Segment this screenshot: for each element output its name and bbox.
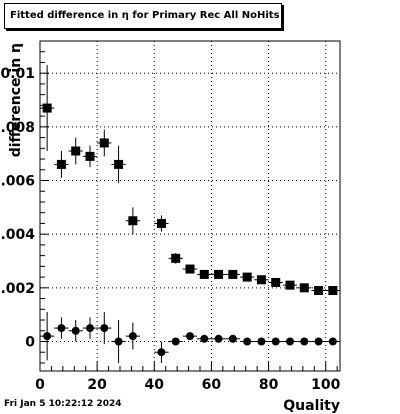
x-tick-label: 100	[311, 377, 340, 393]
data-point-circle	[43, 332, 52, 341]
y-tick-label: 0.006	[0, 174, 35, 190]
x-tick-label: 80	[259, 377, 279, 393]
chart-title: Fitted difference in η for Primary Rec A…	[10, 10, 280, 21]
data-point-circle	[243, 337, 252, 346]
y-tick-label: 0.004	[0, 227, 35, 243]
data-point-square	[156, 218, 166, 228]
data-point-circle	[128, 332, 137, 341]
x-tick-label: 20	[87, 377, 107, 393]
data-point-square	[85, 151, 95, 161]
x-axis-title: Quality	[283, 398, 340, 414]
data-point-circle	[286, 337, 294, 346]
axes: 0 20 40 60 80 100 0 0.002 0.004 0.006 0.008 0.01	[0, 40, 341, 393]
data-point-square	[271, 277, 281, 287]
data-point-circle	[200, 334, 209, 343]
data-point-circle	[328, 337, 337, 346]
y-tick-label: 0.008	[0, 120, 35, 136]
data-point-circle	[157, 348, 166, 357]
data-point-circle	[100, 324, 109, 333]
y-tick-label: 0.002	[0, 281, 35, 297]
y-tick-label: 0.01	[0, 66, 35, 82]
data-point-square	[171, 253, 181, 263]
data-point-circle	[214, 334, 223, 343]
data-point-square	[299, 283, 309, 293]
data-point-square	[56, 159, 66, 169]
data-point-circle	[71, 326, 80, 335]
data-point-circle	[314, 337, 323, 346]
data-point-square	[242, 272, 252, 282]
data-point-circle	[300, 337, 309, 346]
data-point-square	[214, 269, 224, 279]
data-point-circle	[57, 324, 66, 333]
data-point-square	[71, 146, 81, 156]
data-point-square	[199, 269, 209, 279]
grid	[40, 41, 340, 371]
data-point-square	[185, 264, 195, 274]
plot-frame	[39, 40, 341, 372]
data-point-square	[328, 286, 338, 296]
data-point-square	[314, 286, 324, 296]
data-point-square	[42, 103, 52, 113]
data-point-circle	[114, 337, 123, 346]
data-point-circle	[271, 337, 280, 346]
data-point-square	[256, 275, 266, 285]
chart-title-box: Fitted difference in η for Primary Rec A…	[4, 3, 282, 29]
data-point-circle	[257, 337, 266, 346]
y-tick-label: 0	[25, 334, 35, 350]
x-tick-label: 0	[35, 377, 45, 393]
data-point-square	[99, 138, 109, 148]
data-point-square	[128, 216, 138, 226]
x-tick-label: 60	[202, 377, 222, 393]
data-point-circle	[186, 332, 194, 341]
data-point-circle	[86, 324, 94, 333]
data-point-circle	[228, 334, 237, 343]
timestamp: Fri Jan 5 10:22:12 2024	[4, 399, 122, 409]
data-point-square	[114, 159, 124, 169]
y-axis-title: difference in η	[8, 43, 24, 157]
data-point-square	[228, 269, 238, 279]
data-point-square	[285, 280, 295, 290]
data-points	[40, 65, 340, 363]
x-tick-label: 40	[145, 377, 165, 393]
data-point-circle	[171, 337, 180, 346]
